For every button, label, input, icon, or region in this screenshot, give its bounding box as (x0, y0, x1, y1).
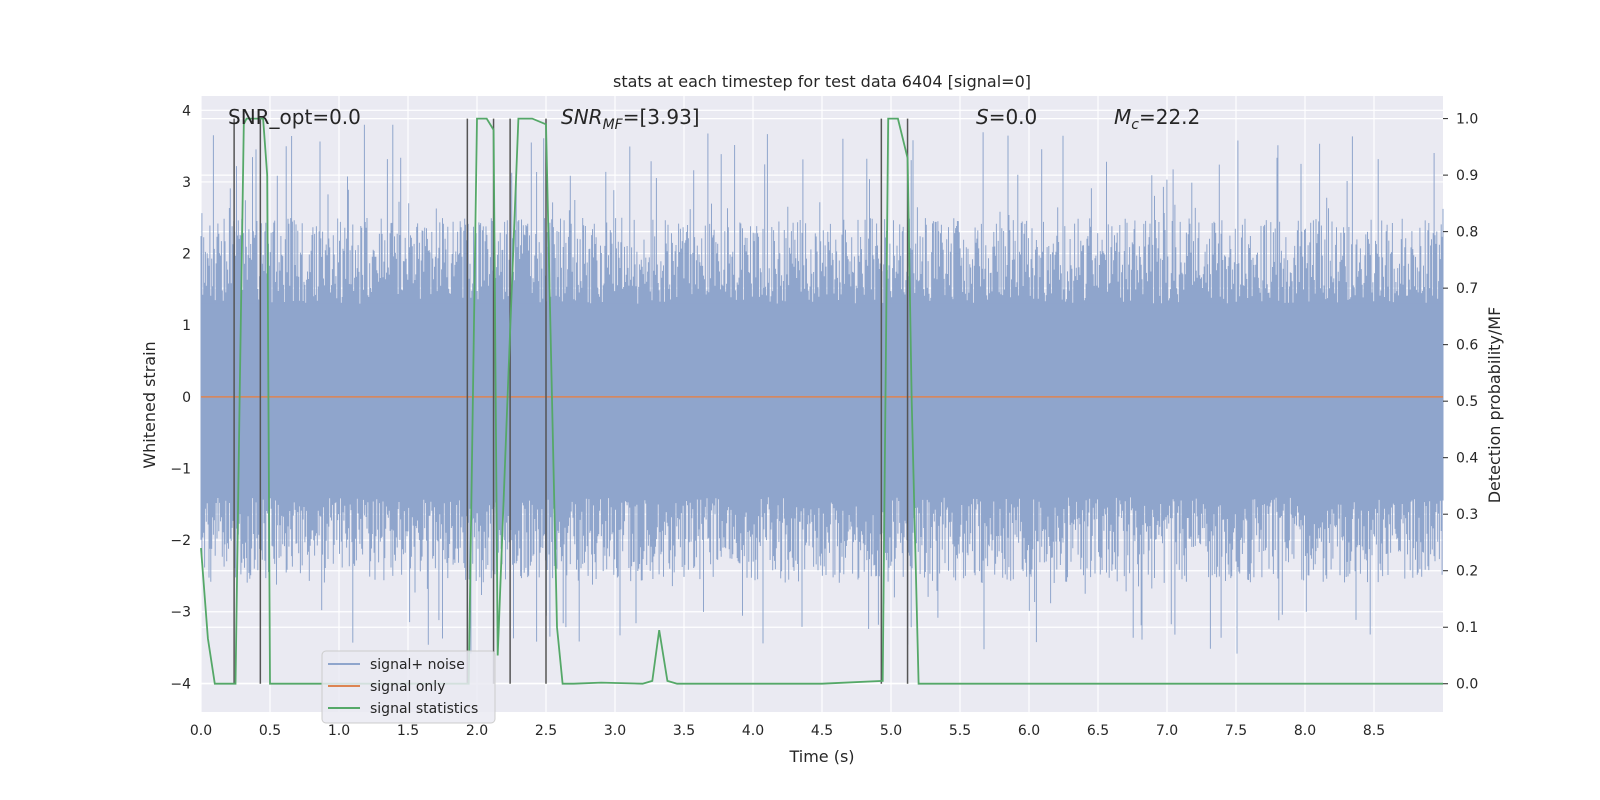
x-tick-label: 3.5 (673, 723, 695, 739)
y2-tick-label: 0.0 (1456, 677, 1478, 693)
y-tick-label: −4 (170, 676, 191, 692)
y-tick-label: 4 (182, 103, 191, 119)
y-tick-label: −3 (170, 605, 191, 621)
y2-tick-label: 0.7 (1456, 281, 1478, 297)
y2-tick-label: 0.4 (1456, 451, 1478, 467)
x-tick-label: 8.0 (1294, 723, 1316, 739)
annotation-s: S=0.0 (976, 105, 1037, 129)
x-tick-label: 1.0 (328, 723, 350, 739)
legend-label-stats: signal statistics (370, 701, 478, 717)
y-tick-label: 3 (182, 175, 191, 191)
annotation-mc-sub: c (1131, 117, 1139, 133)
x-tick-label: 5.0 (880, 723, 902, 739)
x-tick-label: 7.0 (1156, 723, 1178, 739)
y-tick-label: 2 (182, 247, 191, 263)
annotation-snr-mf: SNRMF=[3.93] (561, 105, 700, 133)
annotation-mc-main: M (1114, 105, 1131, 129)
x-tick-label: 4.0 (742, 723, 764, 739)
y2-tick-label: 0.9 (1456, 168, 1478, 184)
y2-tick-label: 1.0 (1456, 112, 1478, 128)
x-tick-label: 2.0 (466, 723, 488, 739)
y2-tick-label: 0.1 (1456, 620, 1478, 636)
x-tick-label: 6.0 (1018, 723, 1040, 739)
y2-tick-label: 0.3 (1456, 507, 1478, 523)
vlines (233, 118, 909, 684)
chart-title: stats at each timestep for test data 640… (613, 72, 1031, 91)
x-tick-label: 6.5 (1087, 723, 1109, 739)
x-tick-label: 2.5 (535, 723, 557, 739)
legend: signal+ noise signal only signal statist… (321, 650, 496, 724)
x-ticks: 0.0 0.5 1.0 1.5 2.0 2.5 3.0 3.5 4.0 4.5 5.0 5.5 6.0 6… (190, 723, 1385, 739)
noise-core (201, 303, 1443, 498)
noise-series (200, 124, 1444, 654)
y-axis-label: Whitened strain (140, 341, 159, 468)
annotation-mc-value: =22.2 (1139, 105, 1200, 129)
x-tick-label: 0.0 (190, 723, 212, 739)
y-tick-label: −1 (170, 461, 191, 477)
x-axis-label: Time (s) (788, 747, 854, 766)
legend-box (321, 650, 496, 724)
x-tick-label: 0.5 (259, 723, 281, 739)
x-tick-label: 8.5 (1363, 723, 1385, 739)
annotation-snr-opt: SNR_opt=0.0 (228, 105, 361, 129)
annotation-s-value: =0.0 (989, 105, 1038, 129)
legend-label-signal: signal only (370, 679, 445, 695)
annotation-s-main: S (976, 105, 989, 129)
y2-tick-label: 0.6 (1456, 338, 1478, 354)
y-ticks: 4 3 2 1 0 −1 −2 −3 −4 (170, 103, 191, 692)
y-tick-label: 0 (182, 390, 191, 406)
y2-axis-label: Detection probability/MF (1485, 307, 1504, 504)
y2-ticks: 1.0 0.9 0.8 0.7 0.6 0.5 0.4 0.3 0.2 0.1 0.0 (1443, 112, 1478, 693)
annotation-mc: Mc=22.2 (1114, 105, 1200, 133)
y-tick-label: −2 (170, 533, 191, 549)
annotation-snr-mf-value: =[3.93] (623, 105, 700, 129)
annotation-snr-mf-sub: MF (603, 117, 624, 133)
stats-series (200, 117, 1443, 685)
y2-tick-label: 0.8 (1456, 225, 1478, 241)
x-tick-label: 1.5 (397, 723, 419, 739)
legend-label-noise: signal+ noise (370, 657, 465, 673)
x-tick-label: 3.0 (604, 723, 626, 739)
x-tick-label: 5.5 (949, 723, 971, 739)
x-tick-label: 4.5 (811, 723, 833, 739)
y2-tick-label: 0.5 (1456, 394, 1478, 410)
stats-line (200, 117, 1443, 685)
y-tick-label: 1 (182, 318, 191, 334)
x-tick-label: 7.5 (1225, 723, 1247, 739)
annotation-snr-mf-main: SNR (561, 105, 603, 129)
y2-tick-label: 0.2 (1456, 564, 1478, 580)
